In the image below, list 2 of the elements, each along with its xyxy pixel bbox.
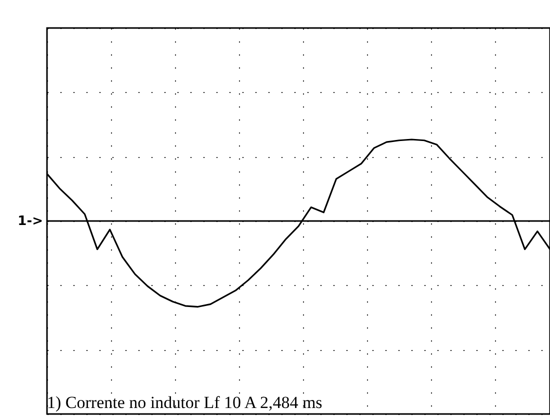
- text: 1->: [18, 214, 43, 229]
- text: 1) Corrente no indutor Lf 10 A 2,484 ms: [47, 393, 322, 412]
